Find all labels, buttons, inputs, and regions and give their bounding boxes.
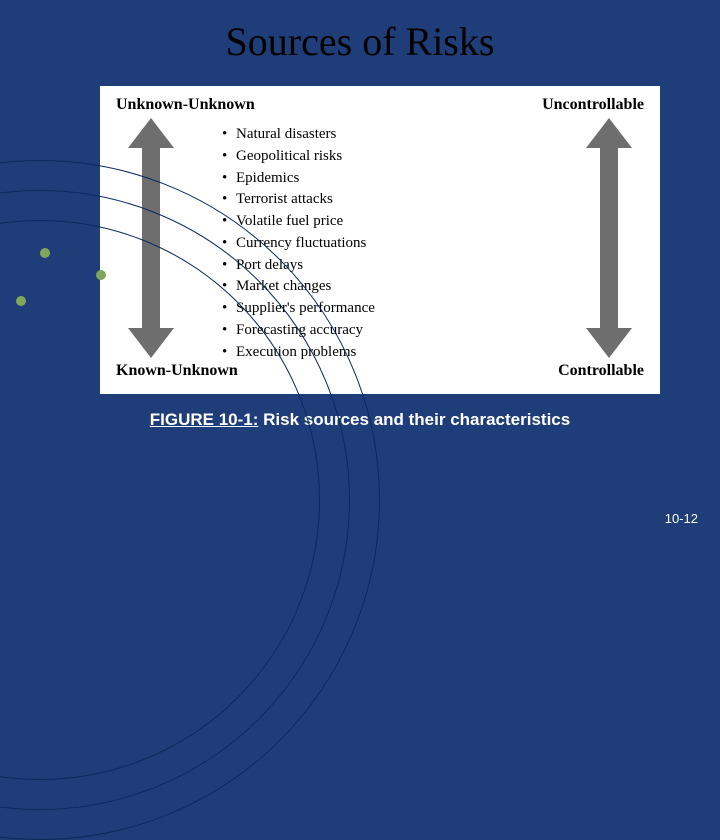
- list-item: Forecasting accuracy: [222, 320, 375, 342]
- list-item: Execution problems: [222, 342, 375, 364]
- figure-panel: Unknown-Unknown Uncontrollable Natural d…: [100, 86, 660, 394]
- caption-prefix: FIGURE 10-1:: [150, 410, 259, 429]
- list-item: Market changes: [222, 276, 375, 298]
- list-item: Port delays: [222, 255, 375, 277]
- list-item: Volatile fuel price: [222, 211, 375, 233]
- list-item: Geopolitical risks: [222, 146, 375, 168]
- list-item: Supplier's performance: [222, 298, 375, 320]
- double-arrow-right: [574, 118, 644, 358]
- label-controllable: Controllable: [558, 362, 644, 380]
- label-known-unknown: Known-Unknown: [116, 362, 238, 380]
- figure-caption: FIGURE 10-1: Risk sources and their char…: [0, 410, 720, 430]
- list-item: Natural disasters: [222, 124, 375, 146]
- page-number: 10-12: [665, 511, 698, 526]
- double-arrow-left: [116, 118, 186, 358]
- list-item: Terrorist attacks: [222, 189, 375, 211]
- slide-title: Sources of Risks: [0, 0, 720, 65]
- risk-list: Natural disasters Geopolitical risks Epi…: [186, 118, 375, 358]
- list-item: Currency fluctuations: [222, 233, 375, 255]
- caption-text: Risk sources and their characteristics: [258, 410, 570, 429]
- label-unknown-unknown: Unknown-Unknown: [116, 96, 255, 114]
- list-item: Epidemics: [222, 168, 375, 190]
- label-uncontrollable: Uncontrollable: [542, 96, 644, 114]
